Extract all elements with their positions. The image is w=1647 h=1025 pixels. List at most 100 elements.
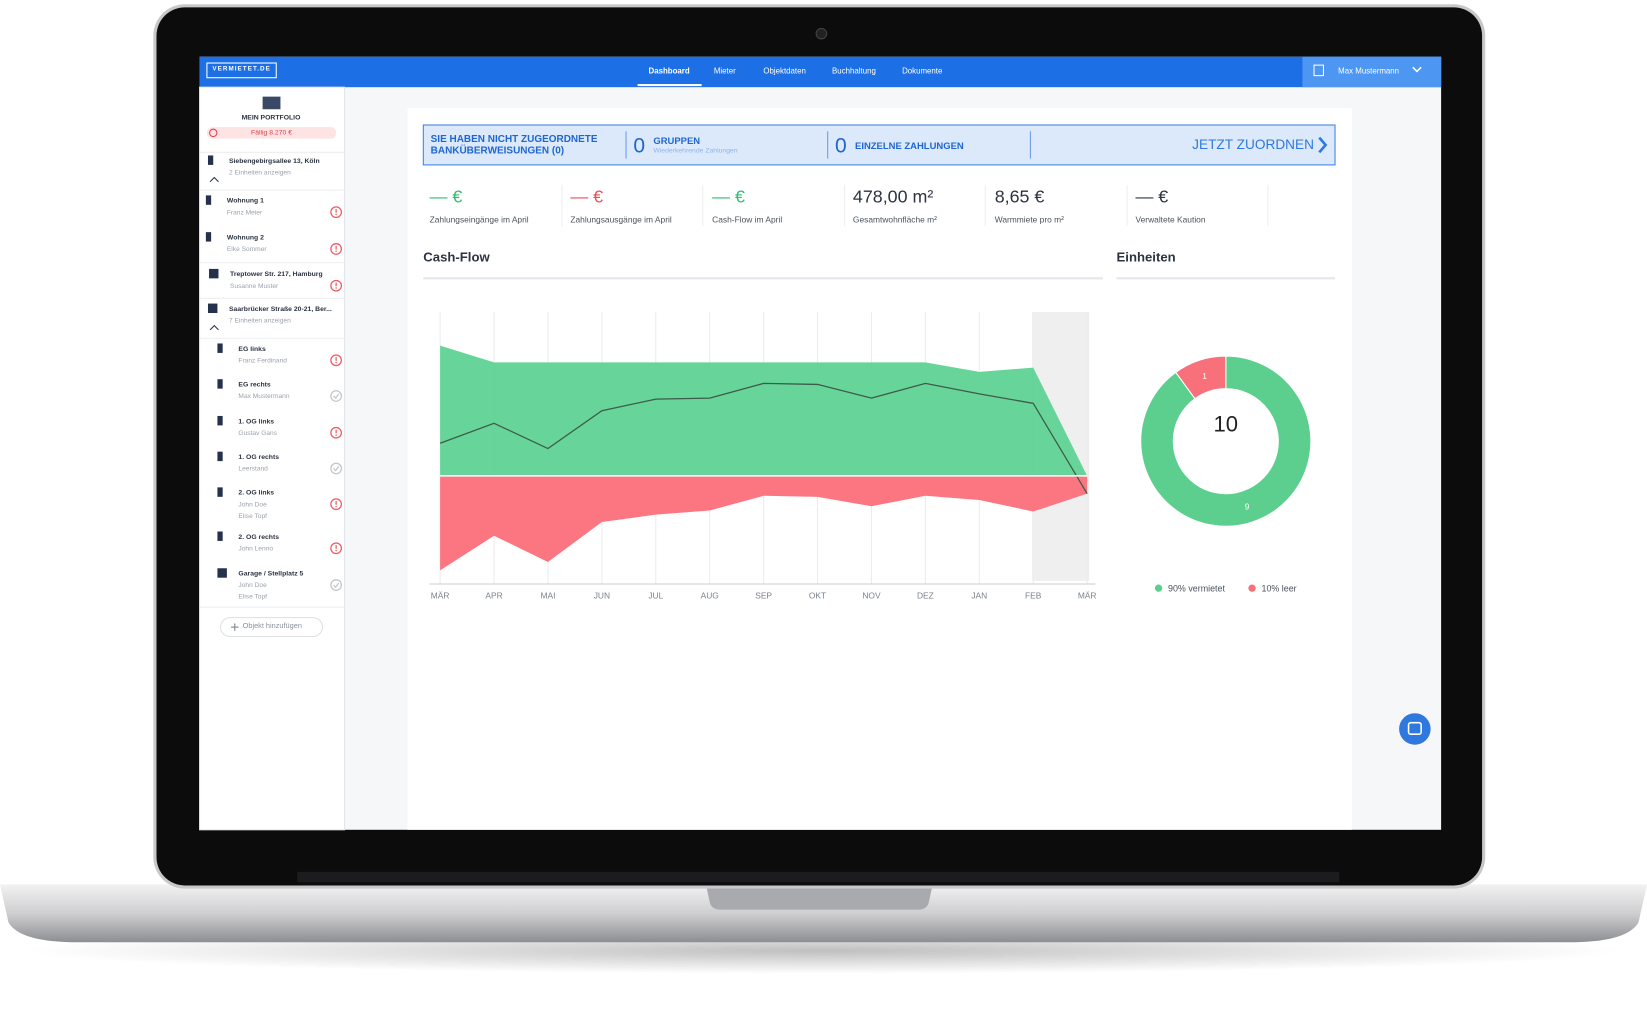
notch — [705, 884, 933, 910]
chart-title: Cash-Flow — [423, 249, 490, 265]
x-tick-label: DEZ — [917, 591, 934, 601]
hinge — [297, 871, 1340, 883]
logo: VERMIETET.DE — [212, 66, 271, 73]
cashflow-line — [439, 382, 1088, 495]
item-line: Max Mustermann — [238, 392, 290, 401]
area — [440, 345, 1088, 476]
item-icon — [217, 379, 223, 389]
item-line: Franz Ferdinand — [238, 357, 287, 365]
item-title[interactable]: EG links — [238, 345, 266, 353]
item-line: Gustav Gans — [238, 429, 278, 437]
x-tick-label: MAI — [540, 591, 555, 601]
nav-item[interactable]: Dashboard — [648, 66, 690, 76]
item-title[interactable]: Saarbrücker Straße 20-21, Ber... — [228, 305, 332, 314]
item-line: 2 Einheiten anzeigen — [228, 169, 291, 177]
status-mark — [335, 361, 337, 364]
due-icon — [209, 128, 218, 138]
item-line: Elke Sommer — [226, 245, 267, 254]
navbar — [199, 56, 1442, 88]
x-tick-label: SEP — [755, 591, 772, 601]
item-title[interactable]: 1. OG rechts — [238, 453, 280, 462]
item-title[interactable]: 2. OG links — [238, 489, 275, 497]
x-tick-label: APR — [485, 591, 502, 601]
item-line: John Lenno — [238, 545, 274, 553]
item-icon — [217, 531, 223, 541]
portfolio-title: MEIN PORTFOLIO — [241, 114, 301, 122]
item-line: John Doe — [238, 501, 267, 509]
status-icon — [330, 354, 343, 367]
banner-action[interactable]: JETZT ZUORDNEN — [1192, 136, 1315, 153]
status-mark — [333, 393, 340, 400]
groups-label: GRUPPEN — [653, 135, 701, 147]
item-icon — [217, 343, 223, 353]
status-mark — [335, 213, 337, 216]
item-line: John Doe — [238, 581, 267, 590]
stat-value: 478,00 m² — [852, 186, 934, 207]
nav-item[interactable]: Mieter — [713, 66, 736, 76]
add-button[interactable] — [220, 617, 323, 638]
donut-total: 10 — [1214, 412, 1239, 437]
nav-item[interactable]: Buchhaltung — [832, 66, 876, 76]
chart-title: Einheiten — [1116, 249, 1176, 265]
stat-value: — € — [570, 186, 604, 207]
status-mark — [335, 549, 337, 552]
item-icon — [205, 195, 212, 205]
donut-slice — [1175, 355, 1227, 400]
donut-slice — [1140, 355, 1312, 527]
status-mark — [335, 434, 337, 436]
nav-item[interactable]: Objektdaten — [763, 66, 806, 76]
item-icon — [209, 268, 219, 279]
x-tick-label: JUN — [594, 591, 610, 601]
add-button-label[interactable]: Objekt hinzufügen — [242, 622, 302, 631]
banner-text: SIE HABEN NICHT ZUGEORDNETE BANKÜBERWEIS… — [430, 133, 598, 157]
item-title[interactable]: 2. OG rechts — [238, 533, 280, 541]
status-icon — [330, 498, 343, 511]
status-icon — [330, 579, 343, 591]
groups-count: 0 — [633, 134, 646, 158]
nav-active — [637, 84, 702, 87]
item-icon — [217, 487, 223, 497]
item-line: Franz Meier — [226, 209, 263, 217]
banner — [422, 124, 1336, 166]
status-icon — [330, 426, 343, 439]
item-title[interactable]: Wohnung 2 — [226, 234, 264, 242]
item-title[interactable]: Siebengebirgsallee 13, Köln — [228, 157, 320, 165]
user-name[interactable]: Max Mustermann — [1338, 66, 1400, 76]
area — [440, 475, 1088, 571]
status-mark — [335, 287, 337, 289]
user-chevron — [1412, 66, 1422, 73]
item-line: 7 Einheiten anzeigen — [228, 317, 291, 325]
stat-label: Warmmiete pro m² — [994, 215, 1064, 225]
webcam — [815, 27, 828, 40]
legend-label: 10% leer — [1262, 583, 1297, 593]
legend-dot — [1154, 584, 1163, 592]
status-icon — [330, 243, 343, 255]
item-icon — [217, 451, 223, 462]
navbar-right — [1302, 56, 1442, 88]
status-icon — [330, 542, 343, 555]
plus-icon — [231, 623, 239, 631]
stat-label: Cash-Flow im April — [712, 215, 783, 225]
legend-dot — [1248, 584, 1256, 592]
item-title[interactable]: EG rechts — [238, 381, 271, 389]
x-tick-label: AUG — [701, 591, 719, 601]
item-title[interactable]: 1. OG links — [238, 418, 275, 426]
item-title[interactable]: Garage / Stellplatz 5 — [238, 570, 304, 578]
stat-value: 8,65 € — [994, 186, 1045, 207]
chat-button[interactable] — [1399, 713, 1431, 745]
item-title[interactable]: Wohnung 1 — [226, 197, 264, 205]
item-title[interactable]: Treptower Str. 217, Hamburg — [230, 270, 323, 279]
legend-label: 90% vermietet — [1168, 583, 1225, 593]
nav-item[interactable]: Dokumente — [902, 66, 943, 76]
item-line: Elise Topf — [238, 512, 267, 520]
item-line: Elise Topf — [238, 592, 267, 601]
item-line: Leerstand — [238, 465, 268, 473]
stat-label: Gesamtwohnfläche m² — [852, 215, 937, 225]
stat-value: — € — [429, 186, 463, 207]
x-tick-label: OKT — [809, 591, 826, 601]
stat-value: — € — [712, 186, 745, 207]
portfolio-icon — [262, 96, 281, 110]
sidebar — [199, 86, 346, 831]
